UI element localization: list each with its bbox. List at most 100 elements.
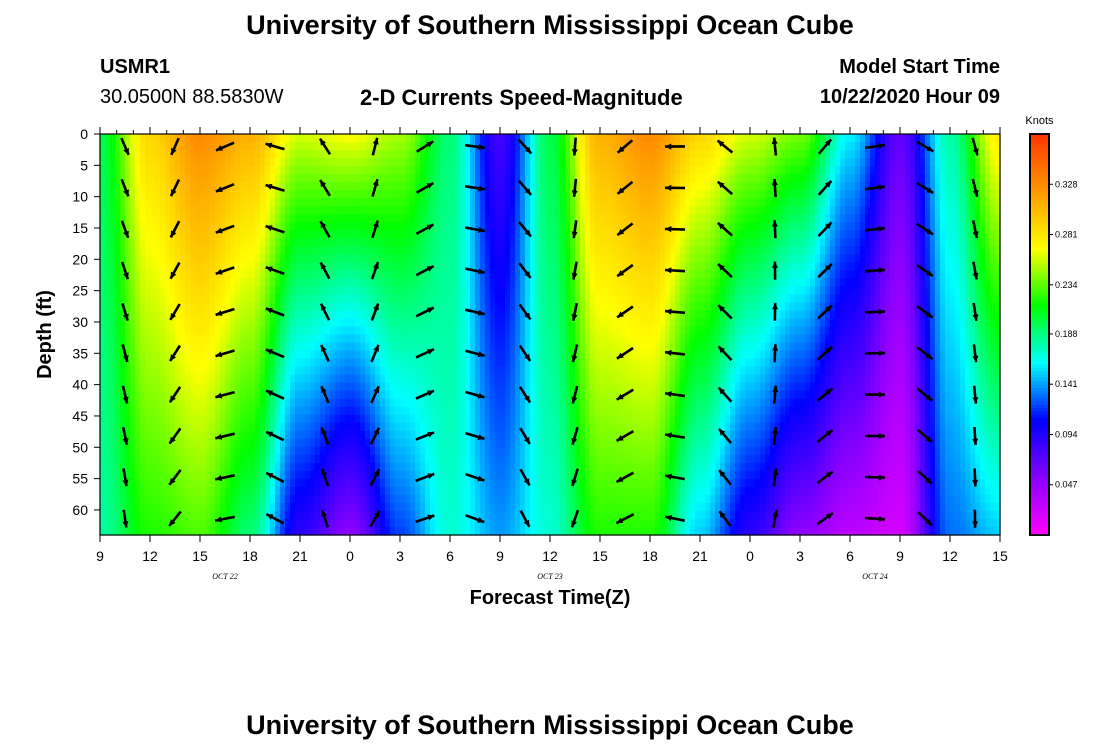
heatmap-cell [550,518,556,528]
heatmap-cell [155,230,161,239]
heatmap-cell [590,286,596,295]
heatmap-cell [430,270,436,279]
heatmap-cell [540,526,546,536]
heatmap-cell [225,302,231,312]
heatmap-cell [400,318,406,328]
heatmap-cell [455,454,461,464]
heatmap-cell [175,518,181,528]
heatmap-cell [320,454,326,464]
heatmap-cell [280,214,286,223]
heatmap-cell [585,414,591,424]
heatmap-cell [235,502,241,512]
heatmap-cell [240,246,246,255]
heatmap-cell [560,198,566,207]
heatmap-cell [185,302,191,312]
heatmap-cell [230,398,236,408]
heatmap-cell [305,142,311,151]
heatmap-cell [130,198,136,207]
heatmap-cell [350,270,356,279]
heatmap-cell [200,270,206,279]
heatmap-cell [590,230,596,239]
heatmap-cell [170,478,176,488]
heatmap-cell [345,190,351,199]
heatmap-cell [345,318,351,328]
heatmap-cell [260,494,266,504]
heatmap-cell [105,446,111,456]
heatmap-cell [250,454,256,464]
heatmap-cell [255,502,261,512]
heatmap-cell [270,278,276,287]
heatmap-cell [350,366,356,376]
heatmap-cell [220,366,226,376]
heatmap-cell [440,526,446,536]
heatmap-cell [260,198,266,207]
heatmap-cell [180,230,186,239]
heatmap-cell [285,358,291,368]
heatmap-cell [190,446,196,456]
heatmap-cell [510,494,516,504]
heatmap-cell [530,382,536,392]
heatmap-cell [475,182,481,191]
heatmap-cell [110,286,116,295]
heatmap-cell [255,150,261,159]
heatmap-cell [380,438,386,448]
heatmap-cell [250,174,256,183]
heatmap-cell [550,502,556,512]
heatmap-cell [405,294,411,304]
heatmap-cell [145,246,151,255]
heatmap-cell [210,174,216,183]
heatmap-cell [150,342,156,352]
heatmap-cell [110,510,116,520]
heatmap-cell [150,486,156,496]
heatmap-cell [550,486,556,496]
heatmap-cell [545,454,551,464]
heatmap-cell [105,390,111,400]
heatmap-cell [245,358,251,368]
heatmap-cell [230,350,236,360]
heatmap-cell [545,150,551,159]
heatmap-cell [155,334,161,344]
heatmap-cell [255,182,261,191]
heatmap-cell [350,406,356,416]
heatmap-cell [330,510,336,520]
heatmap-cell [190,422,196,432]
heatmap-cell [405,526,411,536]
heatmap-cell [495,222,501,231]
heatmap-cell [305,454,311,464]
heatmap-cell [235,238,241,247]
heatmap-cell [255,390,261,400]
heatmap-cell [460,446,466,456]
heatmap-cell [580,518,586,528]
heatmap-cell [505,510,511,520]
heatmap-cell [410,502,416,512]
heatmap-cell [220,414,226,424]
heatmap-cell [350,334,356,344]
heatmap-cell [120,454,126,464]
heatmap-cell [525,414,531,424]
heatmap-cell [505,334,511,344]
heatmap-cell [245,286,251,295]
heatmap-cell [430,358,436,368]
heatmap-cell [240,430,246,440]
heatmap-cell [520,526,526,536]
heatmap-cell [485,478,491,488]
heatmap-cell [150,406,156,416]
heatmap-cell [105,502,111,512]
heatmap-cell [170,294,176,304]
heatmap-cell [155,246,161,255]
heatmap-cell [180,374,186,384]
heatmap-cell [595,294,601,304]
heatmap-cell [210,294,216,304]
heatmap-cell [485,238,491,247]
heatmap-cell [565,374,571,384]
heatmap-cell [295,214,301,223]
heatmap-cell [365,270,371,279]
heatmap-cell [170,246,176,255]
heatmap-cell [375,422,381,432]
heatmap-cell [130,406,136,416]
heatmap-cell [250,270,256,279]
heatmap-cell [490,494,496,504]
heatmap-cell [195,374,201,384]
heatmap-cell [395,270,401,279]
